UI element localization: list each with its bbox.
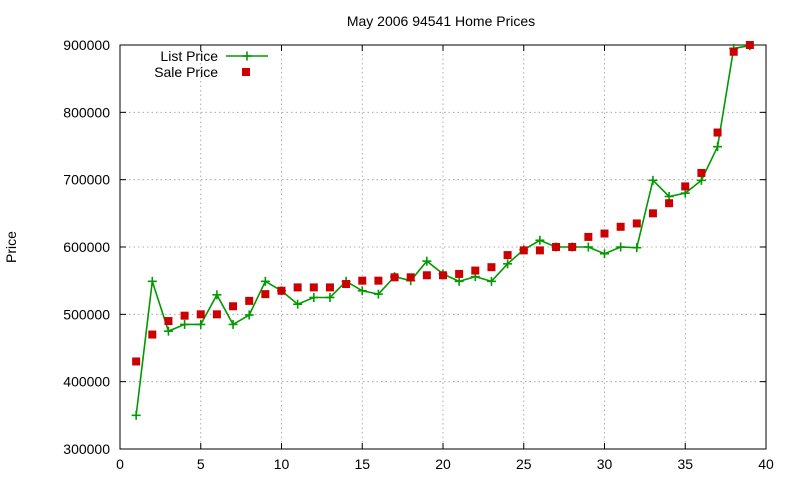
legend-marker-sale-price [242, 68, 250, 76]
list-price-point [309, 293, 319, 302]
sale-price-point [148, 330, 157, 339]
y-tick-label: 500000 [63, 306, 110, 322]
sale-price-point [358, 276, 367, 285]
list-price-point [212, 290, 222, 300]
sale-price-point [439, 271, 447, 280]
sale-price-point [196, 310, 205, 319]
sale-price-point [180, 311, 189, 320]
sale-price-point [422, 271, 431, 280]
list-price-point [357, 286, 367, 296]
sale-price-point [729, 47, 738, 56]
list-price-point [486, 276, 496, 286]
series-layer [131, 41, 755, 420]
y-axis-label: Price [3, 231, 19, 263]
list-price-point [163, 326, 173, 336]
x-tick-label: 30 [597, 456, 613, 472]
series-sale-price [132, 41, 754, 366]
sale-price-point [519, 246, 528, 255]
sale-price-point [471, 266, 480, 275]
sale-price-point [713, 128, 722, 137]
sale-price-point [245, 296, 254, 305]
x-tick-label: 10 [274, 456, 290, 472]
y-tick-label: 700000 [63, 172, 110, 188]
list-price-point [147, 276, 157, 286]
y-tick-label: 400000 [63, 374, 110, 390]
list-price-point [422, 256, 432, 266]
x-tick-label: 25 [516, 456, 532, 472]
list-price-point [454, 276, 464, 286]
list-price-point [293, 299, 303, 309]
list-price-point [325, 293, 335, 302]
y-tick-label: 900000 [63, 37, 110, 53]
sale-price-point [374, 276, 383, 285]
sale-price-point [309, 283, 318, 292]
sale-price-point [503, 251, 512, 260]
list-price-point [713, 142, 723, 152]
sale-price-point [616, 222, 625, 231]
x-tick-label: 0 [116, 456, 124, 472]
list-price-point [616, 242, 626, 252]
sale-price-point [681, 182, 690, 191]
sale-price-point [535, 246, 544, 255]
sale-price-point [390, 273, 399, 282]
legend-label-list-price: List Price [160, 48, 218, 64]
sale-price-point [632, 219, 641, 228]
sale-price-point [261, 290, 270, 299]
x-tick-label: 5 [197, 456, 205, 472]
sale-price-point [455, 269, 464, 278]
sale-price-point [277, 286, 286, 295]
list-price-point [696, 175, 706, 185]
sale-price-point [745, 41, 754, 49]
list-price-point [228, 319, 238, 329]
legend-marker-list-price [242, 51, 252, 61]
sale-price-point [600, 229, 609, 238]
sale-price-point [164, 317, 173, 326]
list-price-point [648, 175, 658, 185]
sale-price-point [406, 273, 415, 282]
list-price-point [131, 410, 141, 420]
list-price-point [196, 319, 206, 329]
y-tick-label: 800000 [63, 104, 110, 120]
list-price-point [180, 319, 190, 329]
sale-price-point [212, 310, 221, 319]
sale-price-point [697, 168, 706, 177]
x-tick-label: 35 [677, 456, 693, 472]
x-tick-label: 15 [354, 456, 370, 472]
sale-price-point [552, 243, 561, 251]
tick-layer: 0 5 10 15 20 25 30 35 40 300000 400000 500000 600000… [63, 37, 774, 472]
sale-price-point [584, 232, 593, 241]
list-price-point [535, 235, 545, 245]
grid-layer [120, 45, 766, 449]
list-price-point [503, 259, 513, 269]
list-price-point [260, 276, 270, 286]
sale-price-point [342, 280, 351, 289]
y-tick-label: 300000 [63, 441, 110, 457]
y-tick-label: 600000 [63, 239, 110, 255]
sale-price-point [487, 263, 496, 272]
x-tick-label: 40 [758, 456, 774, 472]
x-tick-label: 20 [435, 456, 451, 472]
list-price-point [244, 310, 254, 320]
sale-price-point [648, 209, 657, 218]
list-price-point [632, 243, 642, 253]
list-price-point [583, 242, 593, 252]
sale-price-point [568, 243, 577, 251]
sale-price-point [665, 199, 674, 208]
list-price-point [600, 249, 609, 259]
sale-price-point [229, 302, 238, 311]
chart-title: May 2006 94541 Home Prices [347, 13, 535, 29]
sale-price-point [132, 357, 141, 366]
list-price-point [373, 289, 383, 299]
sale-price-point [325, 283, 334, 292]
legend-label-sale-price: Sale Price [154, 64, 218, 80]
sale-price-point [293, 283, 302, 292]
